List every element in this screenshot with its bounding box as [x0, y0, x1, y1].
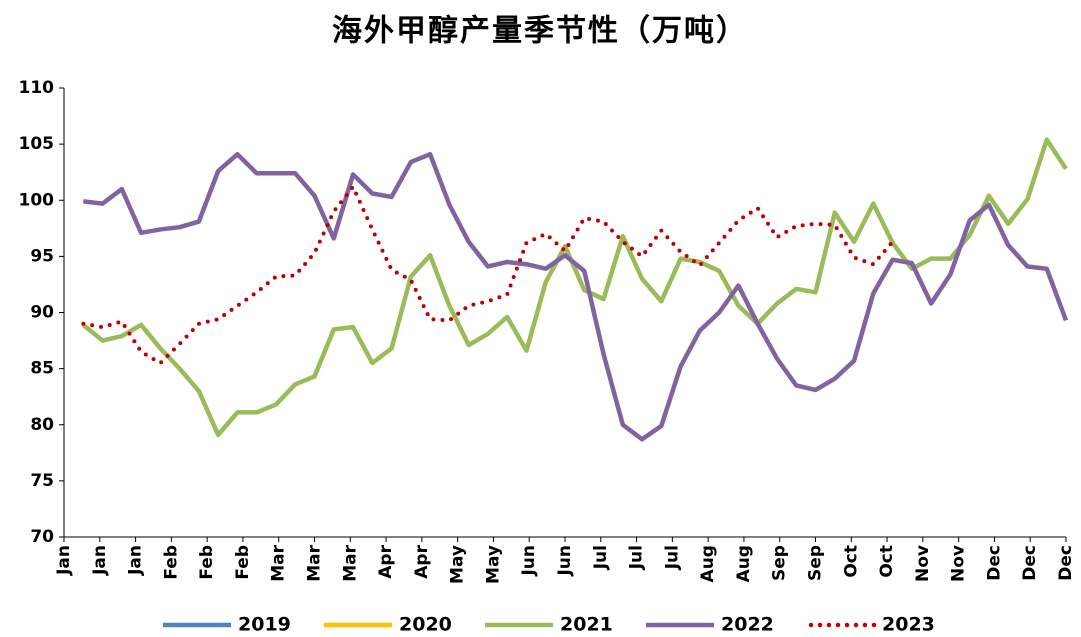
x-tick-label: Feb [197, 545, 217, 580]
x-tick-label: Sep [770, 545, 790, 581]
legend-item: 2021 [485, 614, 613, 636]
y-tick-label: 100 [19, 190, 55, 210]
legend-label: 2021 [560, 614, 613, 636]
x-tick-label: Feb [161, 545, 181, 580]
x-tick-label: Oct [877, 545, 897, 578]
y-tick-label: 80 [30, 415, 54, 435]
x-tick-label: May [483, 545, 503, 584]
x-tick-label: Apr [412, 544, 432, 578]
x-tick-label: Dec [1020, 545, 1040, 581]
x-tick-label: Jan [126, 545, 146, 576]
x-tick-label: Jan [90, 545, 110, 576]
x-tick-label: Dec [1056, 545, 1076, 581]
x-tick-label: Jan [54, 545, 74, 576]
x-tick-label: Feb [233, 545, 253, 580]
x-tick-label: Jun [555, 545, 575, 577]
legend-label: 2022 [721, 614, 774, 636]
legend-item: 2019 [163, 614, 291, 636]
series-line [81, 137, 1068, 438]
legend-label: 2020 [399, 614, 452, 636]
chart-title: 海外甲醇产量季节性（万吨） [332, 14, 748, 49]
x-tick-label: Nov [913, 545, 933, 582]
y-tick-label: 90 [30, 303, 54, 323]
x-tick-label: Aug [698, 545, 718, 582]
x-tick-label: Jul [591, 545, 611, 570]
x-tick-label: Mar [305, 544, 325, 581]
y-tick-label: 85 [30, 359, 54, 379]
x-tick-label: Jun [519, 545, 539, 577]
x-tick-label: Nov [949, 545, 969, 582]
x-tick-label: Mar [269, 544, 289, 581]
y-tick-label: 105 [19, 134, 55, 154]
x-tick-label: Sep [806, 545, 826, 581]
x-tick-label: May [448, 545, 468, 584]
x-tick-label: Dec [984, 545, 1004, 581]
x-tick-label: Jul [627, 545, 647, 570]
legend-item: 2020 [324, 614, 452, 636]
legend-item: 2023 [808, 614, 935, 636]
x-tick-label: Jul [662, 545, 682, 570]
legend-item: 2022 [646, 614, 774, 636]
series-line [81, 184, 895, 366]
x-tick-label: Oct [841, 545, 861, 578]
y-tick-label: 75 [30, 471, 54, 491]
legend-label: 2023 [882, 614, 935, 636]
y-tick-label: 110 [19, 78, 55, 98]
legend-label: 2019 [238, 614, 291, 636]
x-tick-label: Mar [340, 544, 360, 581]
y-tick-label: 70 [30, 527, 54, 547]
y-tick-label: 95 [30, 246, 54, 266]
series-line [83, 151, 1069, 442]
x-tick-label: Aug [734, 545, 754, 582]
x-tick-label: Apr [376, 544, 396, 578]
